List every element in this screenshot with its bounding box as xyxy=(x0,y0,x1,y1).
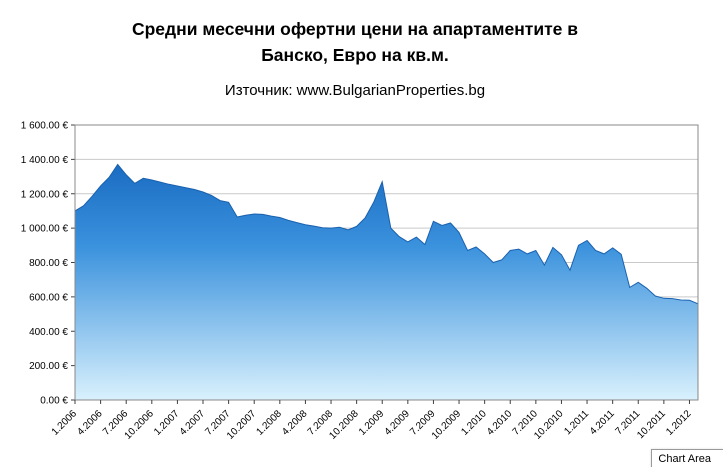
svg-text:4.2008: 4.2008 xyxy=(280,408,310,438)
svg-text:1 400.00 €: 1 400.00 € xyxy=(21,155,69,166)
svg-text:0.00 €: 0.00 € xyxy=(40,396,68,407)
svg-text:400.00 €: 400.00 € xyxy=(29,327,68,338)
chart-source-subtitle: Източник: www.BulgarianProperties.bg xyxy=(224,82,486,99)
svg-text:1.2012: 1.2012 xyxy=(664,408,694,438)
svg-text:4.2006: 4.2006 xyxy=(75,408,105,438)
chart-title-line2: Банско, Евро на кв.м. xyxy=(261,45,449,66)
svg-text:1.2011: 1.2011 xyxy=(562,408,591,437)
svg-text:10.2008: 10.2008 xyxy=(327,408,361,442)
svg-text:1.2008: 1.2008 xyxy=(255,408,285,438)
svg-text:1.2007: 1.2007 xyxy=(152,408,182,438)
svg-text:10.2007: 10.2007 xyxy=(225,408,259,442)
chart-area-tooltip: Chart Area xyxy=(651,449,723,467)
svg-text:1.2006: 1.2006 xyxy=(50,408,80,438)
svg-text:1 200.00 €: 1 200.00 € xyxy=(21,189,69,200)
svg-text:4.2010: 4.2010 xyxy=(485,408,515,438)
svg-text:4.2009: 4.2009 xyxy=(383,408,413,438)
svg-text:1.2010: 1.2010 xyxy=(459,408,489,438)
svg-text:600.00 €: 600.00 € xyxy=(29,292,68,303)
svg-text:1 600.00 €: 1 600.00 € xyxy=(21,121,69,132)
svg-text:200.00 €: 200.00 € xyxy=(29,361,68,372)
svg-text:1.2009: 1.2009 xyxy=(357,408,387,438)
svg-text:800.00 €: 800.00 € xyxy=(29,258,68,269)
chart-title-line1: Средни месечни офертни цени на апартамен… xyxy=(131,19,579,39)
svg-text:1 000.00 €: 1 000.00 € xyxy=(21,224,69,235)
svg-text:10.2009: 10.2009 xyxy=(430,408,464,442)
svg-text:10.2006: 10.2006 xyxy=(123,408,157,442)
svg-text:10.2011: 10.2011 xyxy=(635,408,668,441)
svg-text:4.2011: 4.2011 xyxy=(588,408,617,437)
svg-text:4.2007: 4.2007 xyxy=(178,408,208,438)
chart-title: Средни месечни офертни цени на апартамен… xyxy=(0,16,710,69)
svg-text:10.2010: 10.2010 xyxy=(532,408,566,442)
